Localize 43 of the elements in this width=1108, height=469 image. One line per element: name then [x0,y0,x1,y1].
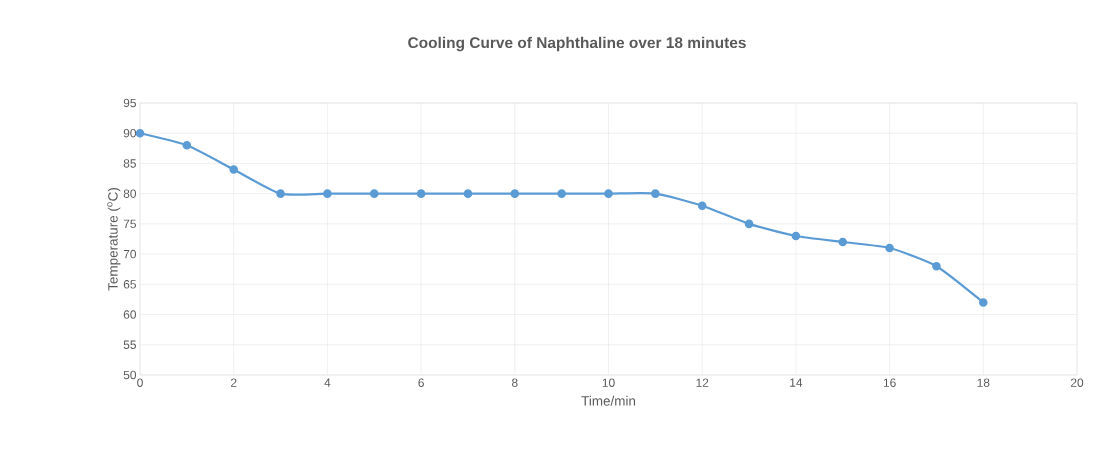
y-tick-label: 60 [123,310,137,319]
x-tick-label: 18 [977,378,990,387]
x-tick-label: 16 [883,378,896,387]
point [229,165,238,174]
point [463,189,473,198]
point [604,189,613,198]
point [651,189,660,198]
x-tick-label: 14 [790,378,803,387]
chart-title: Cooling Curve of Naphthaline over 18 minutes [408,36,746,52]
point [416,189,426,198]
x-tick-label: 20 [1070,378,1084,387]
point [932,261,941,271]
point [557,189,566,198]
point [979,298,988,307]
point [791,231,801,241]
y-tick-label: 95 [123,98,136,108]
point [697,201,707,211]
x-tick-label: 0 [137,378,143,387]
x-tick-label: 4 [324,378,331,387]
y-tick-label: 80 [123,189,137,198]
y-tick-label: 65 [123,280,136,289]
point [885,243,894,253]
point [744,219,754,229]
y-tick-label: 75 [123,219,136,229]
y-tick-label: 55 [123,340,136,349]
point [369,189,379,198]
x-axis-title: Time/min [581,395,636,406]
point [276,189,285,198]
y-tick-label: 50 [123,370,137,380]
x-tick-label: 8 [512,378,518,387]
y-tick-label: 85 [123,159,136,168]
y-axis-title: Temperature ($^{o}$C) [107,188,121,291]
y-tick-label: 90 [123,128,137,138]
point [135,128,145,138]
x-tick-label: 10 [602,378,615,387]
y-tick-label: 70 [123,249,137,259]
x-tick-label: 12 [696,378,709,387]
x-tick-label: 2 [230,378,237,387]
x-tick-label: 6 [418,378,424,387]
point [182,141,192,150]
point [838,237,848,247]
point [323,189,332,198]
point [510,189,520,198]
